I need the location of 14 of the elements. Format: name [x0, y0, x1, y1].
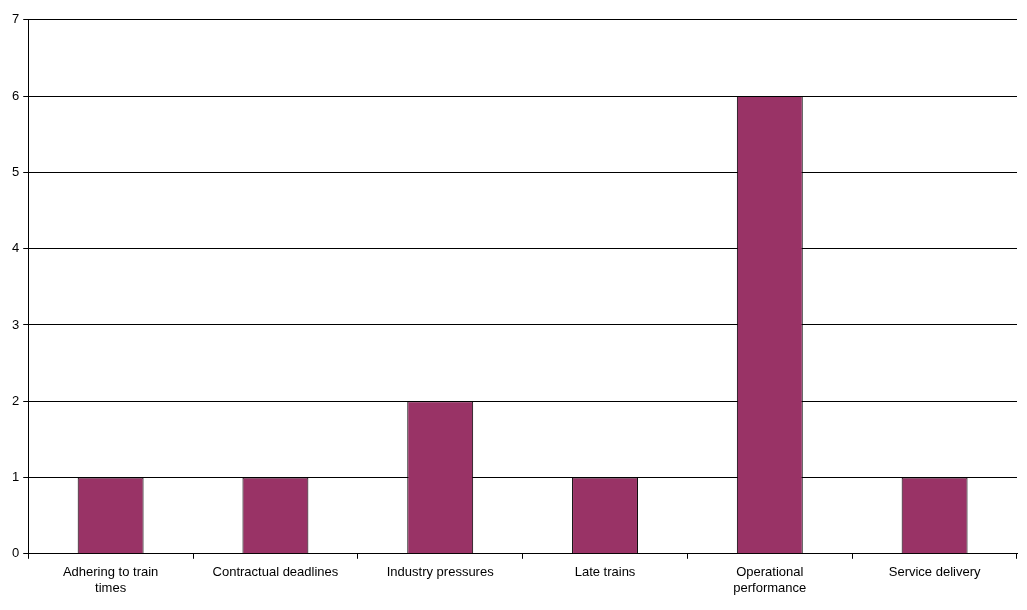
x-tick-label: Adhering to train times [62, 564, 159, 595]
y-tick-label: 2 [12, 392, 20, 408]
x-tick-label: Operational performance [733, 564, 807, 595]
x-tick-label: Late trains [574, 564, 636, 580]
y-tick-label: 4 [12, 240, 20, 256]
y-tick-label: 6 [12, 87, 20, 103]
y-tick-label: 7 [12, 11, 20, 27]
x-tick-label: Contractual deadlines [212, 564, 339, 580]
x-tick-label: Industry pressures [386, 564, 495, 580]
y-tick-label: 3 [12, 316, 20, 332]
y-tick-label: 5 [12, 163, 20, 179]
x-tick-label: Service delivery [888, 564, 981, 580]
y-tick-label: 1 [12, 469, 20, 485]
y-tick-label: 0 [12, 545, 20, 561]
